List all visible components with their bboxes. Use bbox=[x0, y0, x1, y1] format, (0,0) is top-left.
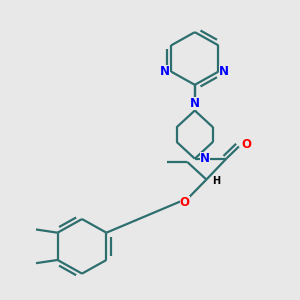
Text: O: O bbox=[180, 196, 190, 208]
Text: O: O bbox=[241, 138, 251, 152]
Text: N: N bbox=[200, 152, 210, 165]
Text: N: N bbox=[190, 97, 200, 110]
Text: N: N bbox=[219, 65, 229, 78]
Text: N: N bbox=[160, 65, 170, 78]
Text: H: H bbox=[212, 176, 220, 186]
